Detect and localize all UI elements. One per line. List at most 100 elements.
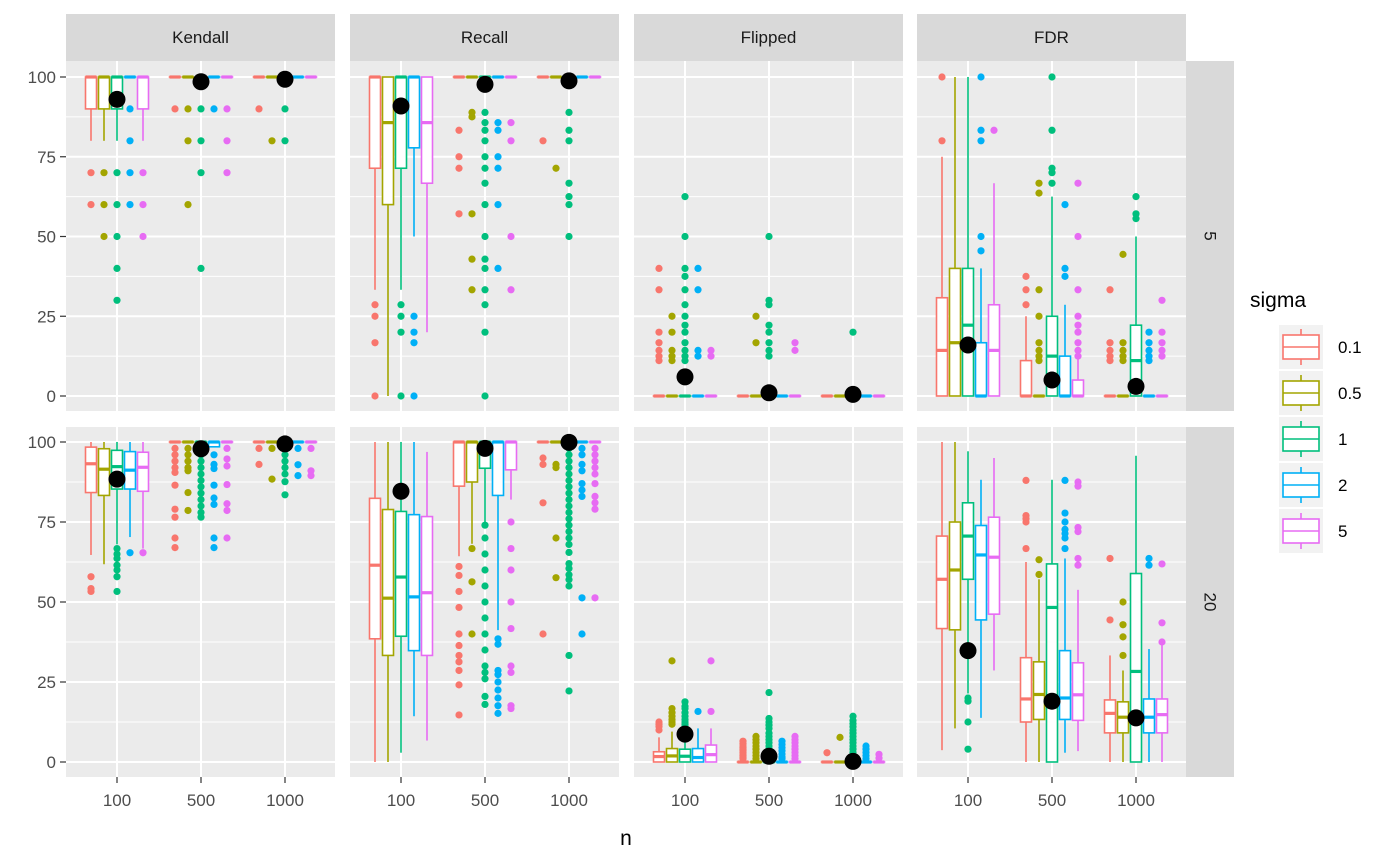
- outlier-point: [481, 108, 489, 117]
- box-body: [504, 441, 518, 471]
- outlier-point: [655, 328, 663, 336]
- strip-label: 5: [1201, 231, 1220, 240]
- outlier-point: [565, 108, 573, 117]
- x-tick-label: 1000: [550, 791, 588, 810]
- outlier-point: [481, 700, 489, 709]
- outlier-point: [578, 467, 586, 475]
- box-sigma-2: [207, 440, 221, 552]
- outlier-point: [410, 328, 418, 336]
- y-tick-label: 0: [47, 387, 56, 406]
- outlier-point: [197, 496, 205, 504]
- outlier-point: [455, 651, 463, 660]
- strip-row-5: 5: [1186, 61, 1234, 411]
- outlier-point: [494, 686, 502, 694]
- boxplots-recall-5: [368, 72, 602, 400]
- outlier-point: [494, 201, 502, 209]
- outlier-point: [591, 499, 599, 507]
- outlier-point: [507, 704, 515, 713]
- outlier-point: [552, 464, 560, 472]
- box-sigma-5: [788, 732, 802, 764]
- outlier-point: [565, 502, 573, 510]
- outlier-point: [281, 478, 289, 486]
- outlier-point: [281, 491, 289, 499]
- box-sigma-1: [1045, 479, 1059, 763]
- outlier-point: [210, 481, 218, 489]
- y-tick-label: 75: [37, 148, 56, 167]
- outlier-point: [765, 328, 773, 336]
- outlier-point: [694, 346, 702, 354]
- outlier-point: [765, 688, 773, 697]
- box-sigma-1: [961, 77, 975, 397]
- boxplots-kendall-20: [84, 435, 318, 596]
- box-sigma-5: [304, 440, 318, 480]
- outlier-point: [307, 444, 315, 452]
- box-body: [97, 447, 111, 497]
- outlier-point: [494, 119, 502, 127]
- outlier-point: [507, 286, 515, 294]
- outlier-point: [139, 232, 147, 241]
- outlier-point: [507, 598, 515, 606]
- x-tick-label: 500: [1038, 791, 1066, 810]
- outlier-point: [494, 671, 502, 679]
- box-sigma-5: [588, 440, 602, 602]
- outlier-point: [565, 508, 573, 516]
- outlier-point: [1119, 356, 1127, 365]
- box-sigma-0.5: [181, 440, 195, 515]
- outlier-point: [681, 272, 689, 280]
- box-sigma-0.5: [1032, 179, 1046, 398]
- outlier-point: [294, 444, 302, 452]
- outlier-point: [681, 286, 689, 294]
- outlier-point: [591, 594, 599, 602]
- strip-background: [1186, 61, 1234, 411]
- outlier-point: [565, 651, 573, 660]
- box-body: [1032, 661, 1046, 721]
- box-sigma-5: [872, 750, 886, 764]
- outlier-point: [565, 564, 573, 573]
- box-body: [84, 76, 98, 110]
- box-sigma-1: [1129, 193, 1143, 397]
- outlier-point: [87, 201, 95, 209]
- outlier-point: [1119, 250, 1127, 258]
- outlier-point: [694, 352, 702, 360]
- box-body: [1058, 355, 1072, 397]
- box-sigma-2: [407, 442, 421, 717]
- outlier-point: [210, 105, 218, 113]
- outlier-point: [565, 470, 573, 478]
- y-tick-label: 50: [37, 228, 56, 247]
- box-sigma-1: [1129, 455, 1143, 763]
- outlier-point: [455, 587, 463, 596]
- outlier-point: [507, 662, 515, 670]
- x-tick-label: 100: [103, 791, 131, 810]
- mean-point: [192, 73, 210, 91]
- outlier-point: [681, 356, 689, 365]
- outlier-point: [87, 169, 95, 177]
- outlier-point: [668, 346, 676, 354]
- outlier-point: [210, 494, 218, 502]
- outlier-point: [197, 169, 205, 177]
- outlier-point: [468, 578, 476, 586]
- outlier-point: [752, 312, 760, 320]
- outlier-point: [977, 232, 985, 241]
- outlier-point: [578, 444, 586, 452]
- outlier-point: [707, 346, 715, 354]
- strip-label: Kendall: [172, 28, 229, 47]
- box-sigma-5: [1071, 179, 1085, 398]
- outlier-point: [507, 232, 515, 241]
- outlier-point: [371, 312, 379, 320]
- legend-label: 2: [1338, 476, 1347, 495]
- outlier-point: [455, 666, 463, 675]
- outlier-point: [507, 624, 515, 633]
- outlier-point: [1074, 339, 1082, 347]
- outlier-point: [455, 641, 463, 650]
- outlier-point: [468, 113, 476, 121]
- box-body: [394, 510, 408, 638]
- outlier-point: [481, 232, 489, 241]
- outlier-point: [875, 754, 883, 762]
- outlier-point: [1158, 638, 1166, 646]
- outlier-point: [964, 745, 972, 753]
- outlier-point: [565, 576, 573, 584]
- mean-point: [476, 75, 494, 93]
- outlier-point: [397, 312, 405, 320]
- outlier-point: [1119, 346, 1127, 354]
